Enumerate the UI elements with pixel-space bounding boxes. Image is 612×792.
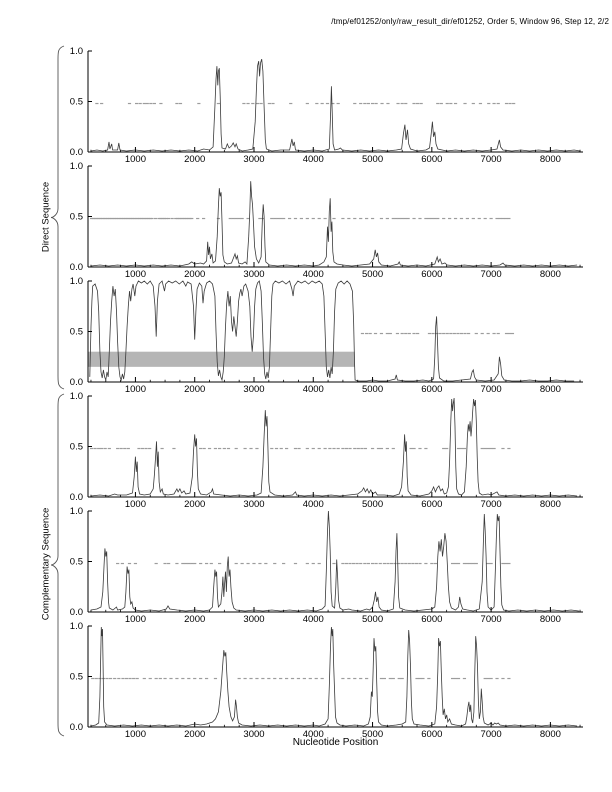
svg-text:1000: 1000 bbox=[125, 384, 146, 395]
svg-text:1000: 1000 bbox=[125, 614, 146, 625]
svg-text:4000: 4000 bbox=[303, 499, 324, 510]
signal-curve bbox=[90, 58, 581, 152]
signal-curve bbox=[90, 510, 579, 612]
svg-text:7000: 7000 bbox=[481, 729, 502, 740]
axes: 0.0 0.5 1.0 1000 2000 3000 4000 5000 6000 7000 800… bbox=[70, 46, 583, 165]
subplot-complementary-frame-2: 0.0 0.5 1.0 1000 2000 3000 4000 5000 6000 7000 800… bbox=[70, 506, 583, 625]
svg-text:5000: 5000 bbox=[362, 499, 383, 510]
svg-text:7000: 7000 bbox=[481, 384, 502, 395]
svg-text:2000: 2000 bbox=[184, 729, 205, 740]
svg-text:1.0: 1.0 bbox=[70, 161, 83, 172]
svg-text:8000: 8000 bbox=[540, 269, 561, 280]
svg-text:7000: 7000 bbox=[481, 269, 502, 280]
svg-text:8000: 8000 bbox=[540, 614, 561, 625]
svg-text:6000: 6000 bbox=[421, 154, 442, 165]
svg-text:1000: 1000 bbox=[125, 729, 146, 740]
svg-text:5000: 5000 bbox=[362, 154, 383, 165]
x-axis-label: Nucleotide Position bbox=[292, 737, 379, 748]
svg-text:1.0: 1.0 bbox=[70, 391, 83, 402]
svg-text:3000: 3000 bbox=[243, 729, 264, 740]
svg-text:8000: 8000 bbox=[540, 154, 561, 165]
figure-title: /tmp/ef01252/only/raw_result_dir/ef01252… bbox=[331, 17, 609, 26]
svg-text:4000: 4000 bbox=[303, 269, 324, 280]
svg-text:6000: 6000 bbox=[421, 269, 442, 280]
axes: 0.0 0.5 1.0 1000 2000 3000 4000 5000 6000 7000 800… bbox=[70, 276, 583, 395]
svg-text:7000: 7000 bbox=[481, 499, 502, 510]
subplot-complementary-frame-3: 0.0 0.5 1.0 1000 2000 3000 4000 5000 6000 7000 800… bbox=[70, 621, 583, 740]
svg-text:2000: 2000 bbox=[184, 614, 205, 625]
axes: 0.0 0.5 1.0 1000 2000 3000 4000 5000 6000 7000 800… bbox=[70, 161, 583, 280]
signal-curve bbox=[89, 280, 575, 382]
svg-text:0.0: 0.0 bbox=[70, 377, 83, 388]
svg-text:1.0: 1.0 bbox=[70, 46, 83, 57]
svg-text:6000: 6000 bbox=[421, 729, 442, 740]
svg-text:1.0: 1.0 bbox=[70, 621, 83, 632]
svg-text:1000: 1000 bbox=[125, 154, 146, 165]
svg-text:8000: 8000 bbox=[540, 384, 561, 395]
svg-text:5000: 5000 bbox=[362, 614, 383, 625]
subplot-direct-frame-2: 0.0 0.5 1.0 1000 2000 3000 4000 5000 6000 7000 800… bbox=[70, 161, 583, 280]
svg-text:1000: 1000 bbox=[125, 269, 146, 280]
svg-text:7000: 7000 bbox=[481, 614, 502, 625]
svg-text:8000: 8000 bbox=[540, 499, 561, 510]
svg-text:2000: 2000 bbox=[184, 384, 205, 395]
svg-text:6000: 6000 bbox=[421, 384, 442, 395]
svg-text:5000: 5000 bbox=[362, 729, 383, 740]
svg-text:1.0: 1.0 bbox=[70, 276, 83, 287]
svg-text:4000: 4000 bbox=[303, 154, 324, 165]
axes: 0.0 0.5 1.0 1000 2000 3000 4000 5000 6000 7000 800… bbox=[70, 391, 583, 510]
signal-curve bbox=[90, 181, 578, 267]
svg-text:0.5: 0.5 bbox=[70, 442, 83, 453]
svg-text:6000: 6000 bbox=[421, 614, 442, 625]
direct-sequence-label: Direct Sequence bbox=[40, 181, 52, 253]
subplot-direct-frame-3: 0.0 0.5 1.0 1000 2000 3000 4000 5000 6000 7000 800… bbox=[70, 276, 583, 395]
svg-text:6000: 6000 bbox=[421, 499, 442, 510]
subplot-direct-frame-1: 0.0 0.5 1.0 1000 2000 3000 4000 5000 6000 7000 800… bbox=[70, 46, 583, 165]
signal-curve bbox=[90, 626, 578, 727]
svg-text:0.0: 0.0 bbox=[70, 147, 83, 158]
svg-text:1000: 1000 bbox=[125, 499, 146, 510]
svg-text:3000: 3000 bbox=[243, 269, 264, 280]
subplot-complementary-frame-1: 0.0 0.5 1.0 1000 2000 3000 4000 5000 6000 7000 800… bbox=[70, 391, 583, 510]
svg-text:3000: 3000 bbox=[243, 614, 264, 625]
svg-text:0.5: 0.5 bbox=[70, 672, 83, 683]
svg-text:4000: 4000 bbox=[303, 729, 324, 740]
direct-group-brace bbox=[50, 45, 65, 390]
svg-text:5000: 5000 bbox=[362, 384, 383, 395]
complementary-group-brace bbox=[50, 393, 65, 737]
axes: 0.0 0.5 1.0 1000 2000 3000 4000 5000 6000 7000 800… bbox=[70, 621, 583, 740]
svg-text:3000: 3000 bbox=[243, 154, 264, 165]
svg-text:0.5: 0.5 bbox=[70, 557, 83, 568]
svg-text:0.5: 0.5 bbox=[70, 212, 83, 223]
svg-text:0.5: 0.5 bbox=[70, 97, 83, 108]
svg-text:7000: 7000 bbox=[481, 154, 502, 165]
svg-text:4000: 4000 bbox=[303, 384, 324, 395]
svg-text:0.5: 0.5 bbox=[70, 327, 83, 338]
svg-text:5000: 5000 bbox=[362, 269, 383, 280]
svg-text:3000: 3000 bbox=[243, 384, 264, 395]
svg-text:3000: 3000 bbox=[243, 499, 264, 510]
svg-text:0.0: 0.0 bbox=[70, 722, 83, 733]
svg-text:2000: 2000 bbox=[184, 499, 205, 510]
shaded-region bbox=[88, 351, 355, 367]
svg-text:8000: 8000 bbox=[540, 729, 561, 740]
svg-text:4000: 4000 bbox=[303, 614, 324, 625]
axes: 0.0 0.5 1.0 1000 2000 3000 4000 5000 6000 7000 800… bbox=[70, 506, 583, 625]
svg-text:0.0: 0.0 bbox=[70, 262, 83, 273]
svg-text:0.0: 0.0 bbox=[70, 492, 83, 503]
svg-text:1.0: 1.0 bbox=[70, 506, 83, 517]
svg-text:2000: 2000 bbox=[184, 269, 205, 280]
svg-text:2000: 2000 bbox=[184, 154, 205, 165]
complementary-sequence-label: Complementary Sequence bbox=[40, 507, 52, 621]
signal-curve bbox=[90, 397, 578, 497]
svg-text:0.0: 0.0 bbox=[70, 607, 83, 618]
